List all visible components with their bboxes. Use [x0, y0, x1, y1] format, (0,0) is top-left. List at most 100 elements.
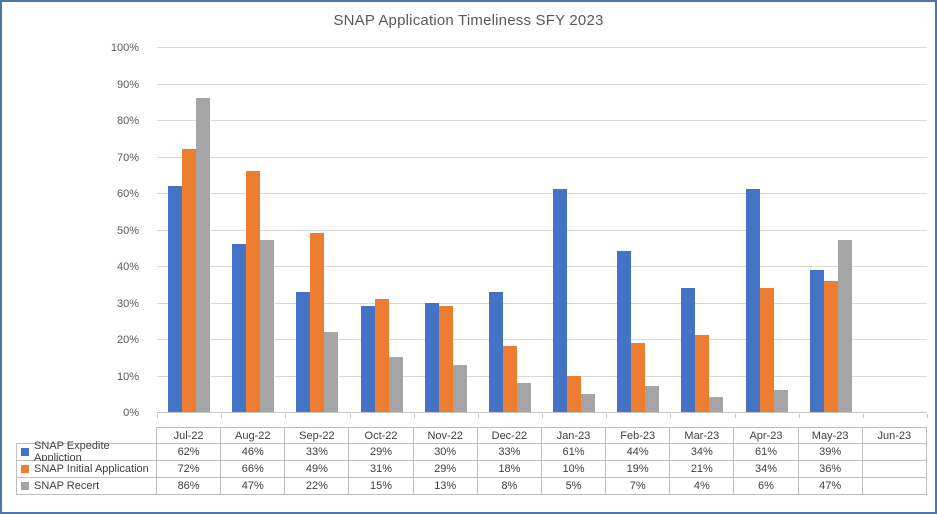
table-value-cell: 22%	[285, 478, 350, 495]
legend-swatch	[21, 482, 29, 490]
table-value-cell: 4%	[670, 478, 735, 495]
bar-snap-expedite-appliction	[168, 185, 183, 412]
table-value-cell: 33%	[477, 444, 542, 461]
bar-snap-expedite-appliction	[296, 291, 311, 412]
axis-tick	[734, 414, 736, 418]
table-header-cell: Dec-22	[477, 427, 542, 444]
axis-tick	[477, 414, 479, 418]
bar-snap-initial-application	[502, 346, 517, 412]
bar-snap-initial-application	[823, 280, 838, 412]
y-tick-label: 50%	[116, 224, 139, 237]
table-value-cell: 46%	[221, 444, 286, 461]
bar-snap-initial-application	[438, 306, 453, 412]
table-value-cell: 49%	[285, 461, 350, 478]
table-header-cell: Jun-23	[862, 427, 927, 444]
y-tick-label: 80%	[116, 115, 139, 127]
y-tick-label: 70%	[116, 151, 139, 164]
axis-tick	[670, 414, 672, 418]
table-value-cell: 18%	[477, 461, 542, 478]
y-gridline	[157, 156, 927, 158]
legend-label-cell: SNAP Initial Application	[16, 461, 157, 478]
legend-swatch	[21, 448, 29, 456]
table-corner-cell	[16, 427, 157, 444]
bar-snap-initial-application	[695, 335, 710, 412]
axis-tick	[542, 414, 543, 418]
table-value-cell: 39%	[798, 444, 863, 461]
table-value-cell: 61%	[734, 444, 799, 461]
bar-snap-initial-application	[246, 171, 261, 412]
bar-snap-initial-application	[631, 342, 646, 412]
table-header-cell: Nov-22	[413, 427, 478, 444]
table-value-cell: 7%	[606, 478, 671, 495]
legend-swatch	[21, 465, 29, 473]
table-header-cell: Feb-23	[606, 427, 671, 444]
y-gridline	[157, 120, 927, 121]
y-tick-label: 0%	[123, 407, 139, 419]
bar-snap-recert	[260, 240, 275, 412]
table-value-cell: 10%	[541, 461, 607, 478]
bar-snap-expedite-appliction	[617, 251, 632, 412]
axis-tick	[606, 414, 608, 418]
plot-area	[157, 47, 928, 418]
y-tick-label: 20%	[116, 334, 139, 346]
table-value-cell: 86%	[157, 478, 222, 495]
y-gridline	[157, 375, 927, 377]
bar-snap-expedite-appliction	[488, 291, 503, 412]
table-value-cell: 72%	[157, 461, 222, 478]
table-value-cell: 29%	[413, 461, 478, 478]
legend-label: SNAP Initial Application	[34, 463, 149, 475]
y-gridline	[157, 339, 927, 340]
table-value-cell	[862, 444, 927, 461]
bar-snap-initial-application	[310, 233, 325, 412]
axis-tick	[927, 414, 928, 418]
table-value-cell: 29%	[349, 444, 414, 461]
axis-tick	[413, 414, 415, 418]
table-value-cell: 44%	[606, 444, 671, 461]
bar-snap-expedite-appliction	[424, 302, 439, 412]
axis-tick	[349, 414, 351, 418]
bar-snap-expedite-appliction	[360, 306, 375, 412]
table-header-cell: Mar-23	[670, 427, 735, 444]
table-value-cell: 36%	[798, 461, 863, 478]
bar-snap-recert	[773, 390, 788, 412]
table-value-cell: 31%	[349, 461, 414, 478]
data-table: Jul-22 Aug-22 Sep-22 Oct-22 Nov-22 Dec-22 Jan-…	[16, 427, 927, 495]
y-tick-label: 30%	[116, 297, 139, 310]
bar-snap-recert	[452, 364, 467, 412]
y-gridline	[157, 193, 927, 194]
bar-snap-recert	[709, 397, 724, 412]
table-header-cell: Apr-23	[734, 427, 799, 444]
bar-snap-recert	[581, 393, 596, 412]
bar-snap-recert	[196, 98, 211, 412]
axis-tick	[157, 414, 158, 418]
y-gridline	[157, 302, 927, 304]
bar-snap-expedite-appliction	[232, 244, 247, 412]
table-header-cell: Aug-22	[221, 427, 286, 444]
bar-snap-initial-application	[182, 149, 197, 412]
axis-tick	[285, 414, 287, 418]
y-tick-label: 40%	[116, 261, 139, 273]
bar-snap-initial-application	[759, 287, 774, 412]
table-value-cell	[862, 461, 927, 478]
table-header-cell: Oct-22	[349, 427, 414, 444]
y-gridline	[157, 47, 927, 48]
legend-label-cell: SNAP Recert	[16, 478, 157, 495]
table-value-cell: 8%	[477, 478, 542, 495]
table-value-cell: 33%	[285, 444, 350, 461]
y-gridline	[157, 266, 927, 267]
bar-snap-expedite-appliction	[745, 189, 760, 412]
y-gridline	[157, 229, 927, 231]
table-value-cell: 21%	[670, 461, 735, 478]
table-header-cell: Sep-22	[285, 427, 350, 444]
table-value-cell: 6%	[734, 478, 799, 495]
axis-tick	[862, 414, 864, 418]
bar-snap-expedite-appliction	[553, 189, 568, 412]
table-value-cell: 15%	[349, 478, 414, 495]
table-value-cell: 5%	[541, 478, 607, 495]
table-value-cell: 66%	[221, 461, 286, 478]
table-header-cell: Jan-23	[541, 427, 607, 444]
table-value-cell: 47%	[221, 478, 286, 495]
y-tick-label: 10%	[116, 370, 139, 383]
table-value-cell: 13%	[413, 478, 478, 495]
